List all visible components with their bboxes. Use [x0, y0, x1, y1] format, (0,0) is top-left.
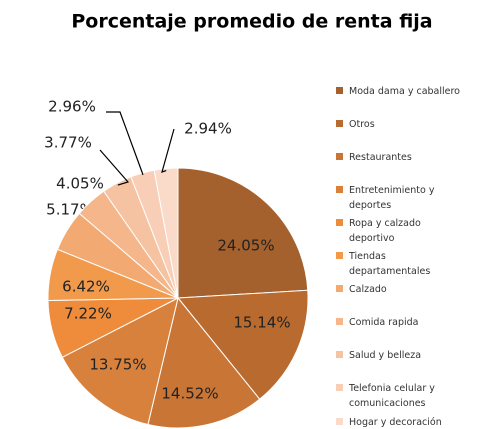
- legend-item: Calzado: [336, 282, 496, 297]
- legend-swatch: [336, 384, 343, 391]
- legend-label: Ropa y calzado deportivo: [349, 218, 421, 244]
- legend-item: Restaurantes: [336, 150, 496, 165]
- data-label: 7.22%: [64, 305, 112, 323]
- pie-slice: [147, 296, 261, 429]
- legend-item: Moda dama y caballero: [336, 84, 496, 99]
- leader-line: [106, 111, 144, 176]
- legend-swatch: [336, 285, 343, 292]
- legend-label: Calzado: [349, 284, 387, 295]
- data-label: 4.05%: [56, 175, 104, 193]
- legend-label: Telefonia celular y comunicaciones: [349, 383, 435, 409]
- legend-label: Moda dama y caballero: [349, 86, 460, 97]
- data-label: 15.14%: [233, 314, 290, 332]
- data-label: 2.94%: [184, 120, 232, 138]
- legend-swatch: [336, 318, 343, 325]
- legend-label: Entretenimiento y deportes: [349, 185, 435, 211]
- legend-label: Tiendas departamentales: [349, 251, 431, 277]
- pie-slice: [177, 289, 309, 400]
- legend-item: Hogar y decoración: [336, 415, 496, 429]
- pie-slice: [153, 167, 179, 299]
- legend-swatch: [336, 186, 343, 193]
- data-label: 2.96%: [48, 98, 96, 116]
- legend-label: Salud y belleza: [349, 350, 422, 361]
- pie-slice: [177, 167, 309, 299]
- legend-item: Ropa y calzado deportivo: [336, 216, 496, 246]
- legend-item: Comida rapida: [336, 315, 496, 330]
- legend-label: Hogar y decoración: [349, 417, 442, 428]
- leader-line: [99, 149, 130, 186]
- legend-swatch: [336, 87, 343, 94]
- data-label: 14.52%: [161, 385, 218, 403]
- legend-label: Restaurantes: [349, 152, 412, 163]
- legend-label: Otros: [349, 119, 375, 130]
- legend-swatch: [336, 120, 343, 127]
- legend-swatch: [336, 219, 343, 226]
- legend-swatch: [336, 252, 343, 259]
- pie-slice: [61, 297, 179, 426]
- legend-swatch: [336, 418, 343, 425]
- legend-item: Entretenimiento y deportes: [336, 183, 496, 213]
- legend-label: Comida rapida: [349, 317, 419, 328]
- legend-item: Otros: [336, 117, 496, 132]
- legend-item: Tiendas departamentales: [336, 249, 496, 279]
- data-label: 13.75%: [89, 356, 146, 374]
- chart-title: Porcentaje promedio de renta fija: [71, 11, 432, 33]
- legend-item: Salud y belleza: [336, 348, 496, 363]
- data-label: 24.05%: [217, 237, 274, 255]
- leader-line: [161, 128, 175, 173]
- legend-item: Telefonia celular y comunicaciones: [336, 381, 496, 411]
- data-label: 6.42%: [62, 278, 110, 296]
- data-label: 3.77%: [44, 134, 92, 152]
- legend-swatch: [336, 351, 343, 358]
- legend-swatch: [336, 153, 343, 160]
